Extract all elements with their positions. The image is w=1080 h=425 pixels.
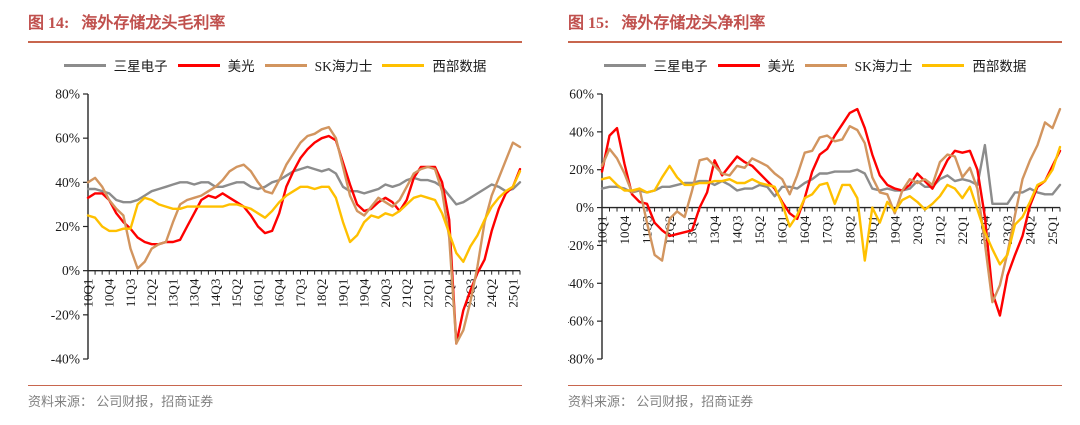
x-tick-label: 12Q2 <box>144 279 159 308</box>
y-tick-label: 60% <box>55 131 80 146</box>
x-tick-label: 19Q4 <box>887 215 902 244</box>
legend-item: 西部数据 <box>922 55 1026 75</box>
legend-label: SK海力士 <box>314 59 373 74</box>
figure-15-title: 海外存储龙头净利率 <box>621 15 766 32</box>
legend-label: 美光 <box>227 59 255 74</box>
y-tick-label: -60% <box>568 314 594 329</box>
x-tick-label: 15Q2 <box>752 216 767 245</box>
x-tick-label: 10Q4 <box>102 278 117 307</box>
legend-line-swatch <box>603 63 646 67</box>
x-tick-label: 19Q4 <box>357 278 372 307</box>
series-line-2 <box>86 125 522 345</box>
source-note: 资料来源： 公司财报，招商证券 <box>28 394 214 409</box>
x-tick-label: 16Q4 <box>797 215 812 244</box>
legend-label: 美光 <box>767 59 795 74</box>
net-margin-chart: -80%-60%-40%-20%0%20%40%60%10Q110Q411Q31… <box>568 87 1062 367</box>
series-line-3 <box>86 170 522 264</box>
x-tick-label: 25Q1 <box>505 279 520 308</box>
y-tick-label: 80% <box>55 87 80 102</box>
legend-item: 西部数据 <box>382 55 486 75</box>
figure-15-panel: 图 15: 海外存储龙头净利率 三星电子 美光 SK海力士 西部数据 -80% -60% -… <box>568 12 1062 410</box>
y-tick-label: -20% <box>51 307 80 322</box>
y-tick-label: -20% <box>568 238 594 253</box>
x-tick-label: 17Q3 <box>820 216 835 245</box>
source-divider <box>28 385 522 386</box>
y-tick-label: 40% <box>55 175 80 190</box>
x-tick-label: 13Q1 <box>165 279 180 308</box>
legend-item: 美光 <box>717 55 795 75</box>
x-tick-label: 13Q4 <box>707 215 722 244</box>
x-tick-label: 25Q1 <box>1045 216 1060 245</box>
x-tick-label: 22Q1 <box>420 279 435 308</box>
x-tick-label: 14Q3 <box>730 216 745 245</box>
legend-line-swatch <box>177 63 220 67</box>
series-line-0 <box>86 165 522 206</box>
y-tick-label: 40% <box>569 124 594 139</box>
series-line-3 <box>600 145 1062 266</box>
x-tick-label: 10Q1 <box>595 216 610 245</box>
legend-item: 美光 <box>177 55 255 75</box>
legend-line-swatch <box>382 63 425 67</box>
y-tick-label: -40% <box>51 352 80 367</box>
y-tick-label: -40% <box>568 276 594 291</box>
x-tick-label: 13Q4 <box>187 278 202 307</box>
x-tick-label: 21Q2 <box>932 216 947 245</box>
x-tick-label: 16Q4 <box>272 278 287 307</box>
legend-line-swatch <box>717 63 760 67</box>
x-tick-label: 21Q2 <box>399 279 414 308</box>
figure-14-title: 海外存储龙头毛利率 <box>81 15 226 32</box>
x-tick-label: 11Q3 <box>123 279 138 307</box>
gross-margin-legend: 三星电子 美光 SK海力士 西部数据 <box>28 56 522 74</box>
x-tick-label: 20Q3 <box>910 216 925 245</box>
x-tick-label: 18Q2 <box>314 279 329 308</box>
y-tick-label: 20% <box>569 162 594 177</box>
figure-14-title-row: 图 14: 海外存储龙头毛利率 <box>28 12 522 36</box>
x-tick-label: 18Q2 <box>842 216 857 245</box>
x-tick-label: 22Q1 <box>955 216 970 245</box>
net-margin-legend: 三星电子 美光 SK海力士 西部数据 <box>568 56 1062 74</box>
legend-item: SK海力士 <box>804 55 913 75</box>
legend-label: 西部数据 <box>972 59 1027 74</box>
legend-line-swatch <box>922 63 965 67</box>
y-tick-label: 0% <box>62 263 80 278</box>
source-note: 资料来源： 公司财报，招商证券 <box>568 394 754 409</box>
y-tick-label: 20% <box>55 219 80 234</box>
x-tick-label: 16Q1 <box>250 279 265 308</box>
source-divider <box>568 385 1062 386</box>
y-tick-label: -80% <box>568 352 594 367</box>
figure-14-panel: 图 14: 海外存储龙头毛利率 三星电子 美光 SK海力士 西部数据 -40% -20% 0… <box>28 12 522 410</box>
legend-line-swatch <box>804 63 847 67</box>
legend-item: SK海力士 <box>264 55 373 75</box>
legend-label: 三星电子 <box>113 59 168 74</box>
y-tick-label: 60% <box>569 87 594 102</box>
legend-line-swatch <box>63 63 106 67</box>
figure-15-title-row: 图 15: 海外存储龙头净利率 <box>568 12 1062 36</box>
legend-label: 三星电子 <box>653 59 708 74</box>
series-line-2 <box>600 107 1062 304</box>
gross-margin-chart: -40% -20% 0% 20% 40% 60% 80% 10Q1 10Q4 11Q3 12Q2 13… <box>51 87 522 367</box>
legend-line-swatch <box>264 63 307 67</box>
x-tick-label: 14Q3 <box>208 279 223 308</box>
x-tick-label: 19Q1 <box>335 279 350 308</box>
x-tick-label: 17Q3 <box>293 279 308 308</box>
x-tick-label: 10Q1 <box>81 279 96 308</box>
x-tick-label: 10Q4 <box>617 215 632 244</box>
series-line-1 <box>600 107 1062 317</box>
legend-label: 西部数据 <box>432 59 487 74</box>
series-line-0 <box>600 143 1062 206</box>
x-tick-label: 24Q2 <box>484 279 499 308</box>
title-divider <box>568 41 1062 43</box>
x-tick-label: 20Q3 <box>378 279 393 308</box>
legend-label: SK海力士 <box>854 59 913 74</box>
x-tick-label: 16Q1 <box>775 216 790 245</box>
title-divider <box>28 41 522 43</box>
legend-item: 三星电子 <box>63 55 168 75</box>
y-tick-label: 0% <box>576 200 594 215</box>
legend-item: 三星电子 <box>603 55 708 75</box>
figure-15-label: 图 15: <box>568 15 610 32</box>
figure-14-label: 图 14: <box>28 15 70 32</box>
x-tick-label: 15Q2 <box>229 279 244 308</box>
